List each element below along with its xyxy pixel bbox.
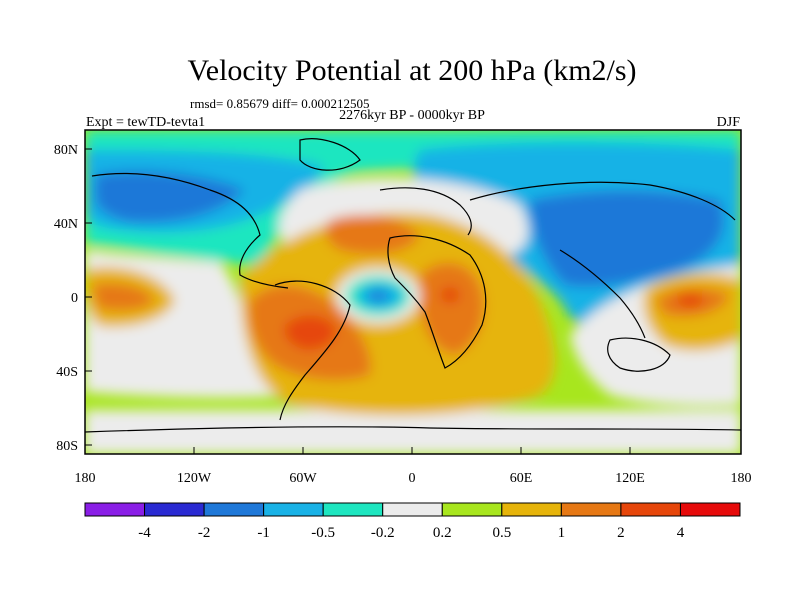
legend-label: -0.5 — [311, 525, 335, 541]
legend-label: 0.2 — [433, 525, 452, 541]
legend-swatch — [322, 502, 384, 517]
legend-swatch — [144, 502, 205, 517]
legend-label: 4 — [677, 525, 685, 541]
legend-label: 2 — [617, 525, 625, 541]
lon-tick-label: 120W — [177, 471, 212, 486]
legend-label: -2 — [198, 525, 211, 541]
legend-label: 0.5 — [492, 525, 511, 541]
legend-swatch — [679, 502, 741, 517]
legend-label: -1 — [257, 525, 270, 541]
legend-swatch — [203, 502, 265, 517]
lon-tick-label: 120E — [615, 471, 645, 486]
legend-label: -0.2 — [371, 525, 395, 541]
lat-tick-label: 40S — [56, 365, 78, 380]
legend-label: -4 — [138, 525, 151, 541]
latitude-axis: 80N 40N 0 40S 80S — [54, 143, 92, 454]
lat-tick-label: 40N — [54, 217, 78, 232]
lat-tick-label: 80N — [54, 143, 78, 158]
legend-swatch — [620, 502, 681, 517]
lat-tick-label: 0 — [71, 291, 78, 306]
contour-field — [85, 130, 741, 454]
season-label: DJF — [717, 115, 741, 130]
lon-tick-label: 180 — [731, 471, 752, 486]
period-line: 2276kyr BP - 0000kyr BP — [339, 108, 485, 123]
longitude-axis: 180 120W 60W 0 60E 120E 180 — [75, 447, 752, 486]
legend-swatch — [382, 502, 443, 517]
experiment-label: Expt = tewTD-tevta1 — [86, 115, 205, 130]
legend-swatch — [501, 502, 562, 517]
coastlines — [85, 138, 741, 433]
stats-line: rmsd= 0.85679 diff= 0.000212505 — [190, 96, 369, 111]
lon-tick-label: 60E — [510, 471, 533, 486]
legend-label: 1 — [558, 525, 566, 541]
map-title: Velocity Potential at 200 hPa (km2/s) — [187, 54, 636, 87]
color-legend: -4 -2 -1 -0.5 -0.2 0.2 0.5 1 2 4 — [84, 502, 741, 541]
legend-swatch — [84, 502, 146, 517]
lon-tick-label: 60W — [289, 471, 317, 486]
map-frame — [84, 129, 742, 455]
lon-tick-label: 0 — [409, 471, 416, 486]
legend-swatch — [441, 502, 503, 517]
lat-tick-label: 80S — [56, 439, 78, 454]
lon-tick-label: 180 — [75, 471, 96, 486]
legend-swatch — [263, 502, 324, 517]
legend-swatch — [560, 502, 622, 517]
